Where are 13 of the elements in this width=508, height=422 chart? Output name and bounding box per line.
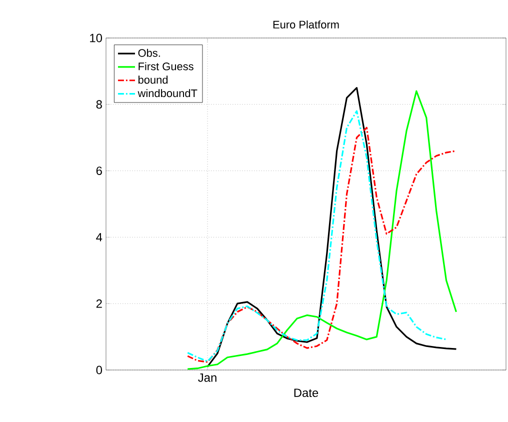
y-tick-label: 8 xyxy=(96,100,102,109)
y-tick-label: 10 xyxy=(90,34,102,42)
chart-title: Euro Platform xyxy=(273,20,339,28)
y-tick-label: 6 xyxy=(96,166,102,176)
x-tick-label: Jan xyxy=(198,374,216,382)
legend-label: windboundT xyxy=(138,89,198,98)
legend-label: Obs. xyxy=(138,48,160,57)
y-tick-label: 2 xyxy=(96,299,102,308)
y-tick-label: 0 xyxy=(96,366,102,374)
legend-label: First Guess xyxy=(138,62,194,70)
legend-label: bound xyxy=(138,76,168,84)
y-tick-label: 4 xyxy=(96,233,102,242)
x-axis-title: Date xyxy=(294,388,318,398)
